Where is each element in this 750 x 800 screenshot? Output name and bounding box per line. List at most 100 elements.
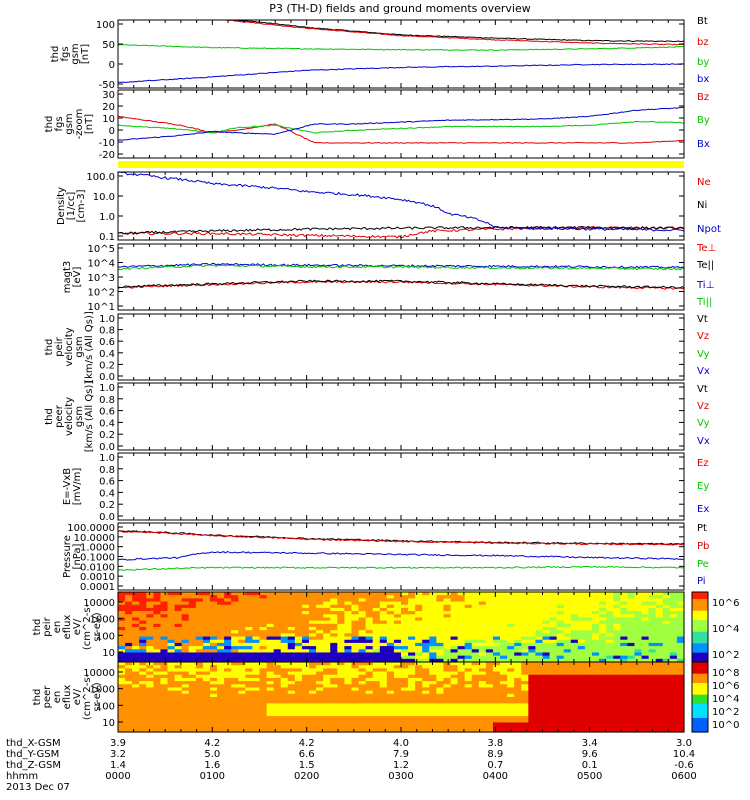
spectrogram-cell xyxy=(429,728,437,733)
spectrogram-cell xyxy=(266,655,275,660)
spectrogram-cell xyxy=(676,642,685,647)
spectrogram-cell xyxy=(507,719,515,724)
spectrogram-cell xyxy=(606,607,614,612)
spectrogram-cell xyxy=(655,668,664,673)
spectrogram-cell xyxy=(613,693,621,698)
spectrogram-cell xyxy=(132,665,140,669)
spectrogram-cell xyxy=(401,614,409,619)
spectrogram-cell xyxy=(266,646,275,650)
spectrogram-cell xyxy=(478,642,487,647)
spectrogram-cell xyxy=(485,697,494,701)
panel-temperature: 10^510^410^310^210^1Te⊥Te||Ti⊥Ti||magt3[… xyxy=(62,243,716,313)
spectrogram-cell xyxy=(231,728,239,733)
colorbar-cell xyxy=(692,606,708,609)
spectrogram-cell xyxy=(174,677,183,682)
spectrogram-cell xyxy=(429,693,437,698)
spectrogram-cell xyxy=(323,604,331,609)
spectrogram-cell xyxy=(195,693,204,698)
y-axis-label: peir xyxy=(54,336,65,356)
spectrogram-cell xyxy=(542,690,551,695)
spectrogram-cell xyxy=(146,665,154,669)
spectrogram-cell xyxy=(450,709,459,714)
spectrogram-cell xyxy=(139,592,147,596)
spectrogram-cell xyxy=(209,592,218,596)
spectrogram-cell xyxy=(273,709,282,714)
spectrogram-cell xyxy=(125,611,133,615)
spectrogram-cell xyxy=(599,636,607,641)
spectrogram-cell xyxy=(224,719,232,724)
spectrogram-cell xyxy=(401,607,409,612)
spectrogram-cell xyxy=(337,681,345,685)
spectrogram-cell xyxy=(202,700,211,704)
spectrogram-cell xyxy=(422,649,430,654)
spectrogram-cell xyxy=(323,712,331,717)
y-axis-label: thd xyxy=(44,408,55,425)
spectrogram-cell xyxy=(209,611,218,615)
spectrogram-cell xyxy=(118,677,126,682)
spectrogram-cell xyxy=(252,690,261,695)
spectrogram-cell xyxy=(280,595,289,599)
spectrogram-cell xyxy=(627,604,636,609)
spectrogram-cell xyxy=(160,719,169,724)
spectrogram-cell xyxy=(118,684,126,689)
spectrogram-cell xyxy=(478,598,487,603)
spectrogram-cell xyxy=(330,674,338,679)
spectrogram-cell xyxy=(146,598,154,603)
spectrogram-cell xyxy=(358,652,367,657)
spectrogram-cell xyxy=(422,722,430,727)
spectrogram-cell xyxy=(464,706,473,711)
spectrogram-cell xyxy=(422,652,430,657)
spectrogram-cell xyxy=(323,614,331,619)
spectrogram-cell xyxy=(570,709,579,714)
colorbar-cell xyxy=(692,648,708,651)
spectrogram-cell xyxy=(443,607,452,612)
spectrogram-cell xyxy=(217,630,225,634)
spectrogram-cell xyxy=(485,671,494,676)
spectrogram-cell xyxy=(323,693,331,698)
spectrogram-cell xyxy=(245,636,254,641)
spectrogram-cell xyxy=(309,630,317,634)
spectrogram-cell xyxy=(634,592,643,596)
spectrogram-cell xyxy=(280,706,289,711)
spectrogram-cell xyxy=(174,684,183,689)
spectrogram-cell xyxy=(457,693,466,698)
spectrogram-cell xyxy=(492,646,501,650)
spectrogram-cell xyxy=(245,712,254,717)
x-tick-label: 4.2 xyxy=(204,738,220,749)
spectrogram-cell xyxy=(358,665,367,669)
legend-label: Pe xyxy=(697,559,709,570)
x-tick-label: 0.7 xyxy=(487,760,503,771)
spectrogram-cell xyxy=(584,623,593,628)
spectrogram-cell xyxy=(316,662,324,666)
spectrogram-cell xyxy=(627,627,636,631)
spectrogram-cell xyxy=(542,697,551,701)
spectrogram-cell xyxy=(217,674,225,679)
spectrogram-cell xyxy=(450,617,459,622)
spectrogram-cell xyxy=(563,595,572,599)
spectrogram-cell xyxy=(457,662,466,666)
spectrogram-cell xyxy=(139,646,147,650)
spectrogram-cell xyxy=(478,662,487,666)
spectrogram-cell xyxy=(238,601,246,606)
spectrogram-cell xyxy=(393,636,402,641)
spectrogram-cell xyxy=(599,592,607,596)
spectrogram-cell xyxy=(351,684,360,689)
spectrogram-cell xyxy=(457,719,466,724)
spectrogram-cell xyxy=(535,700,544,704)
spectrogram-cell xyxy=(351,722,360,727)
spectrogram-cell xyxy=(209,604,218,609)
spectrogram-cell xyxy=(160,684,169,689)
spectrogram-cell xyxy=(401,700,409,704)
spectrogram-cell xyxy=(606,700,614,704)
spectrogram-cell xyxy=(577,627,586,631)
spectrogram-cell xyxy=(259,611,268,615)
spectrogram-cell xyxy=(662,706,671,711)
spectrogram-cell xyxy=(245,623,254,628)
spectrogram-cell xyxy=(280,598,289,603)
spectrogram-cell xyxy=(655,728,664,733)
spectrogram-cell xyxy=(436,633,445,638)
spectrogram-cell xyxy=(676,709,685,714)
spectrogram-cell xyxy=(549,690,558,695)
spectrogram-cell xyxy=(372,671,381,676)
spectrogram-cell xyxy=(259,627,268,631)
